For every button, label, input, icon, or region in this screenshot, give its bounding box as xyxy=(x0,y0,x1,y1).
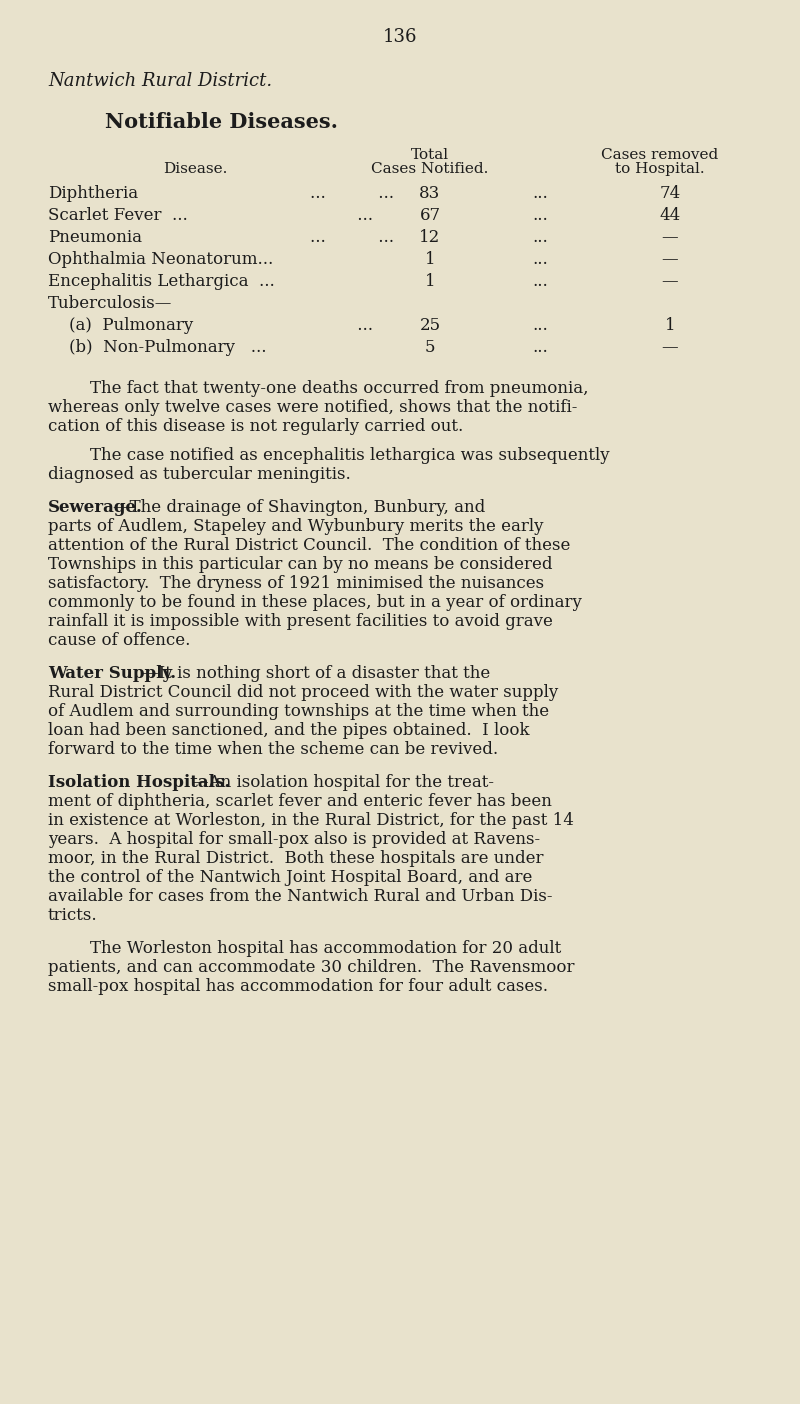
Text: Ophthalmia Neonatorum...: Ophthalmia Neonatorum... xyxy=(48,251,274,268)
Text: Diphtheria: Diphtheria xyxy=(48,185,138,202)
Text: Notifiable Diseases.: Notifiable Diseases. xyxy=(105,112,338,132)
Text: Rural District Council did not proceed with the water supply: Rural District Council did not proceed w… xyxy=(48,684,558,701)
Text: forward to the time when the scheme can be revived.: forward to the time when the scheme can … xyxy=(48,741,498,758)
Text: Isolation Hospitals.: Isolation Hospitals. xyxy=(48,774,230,790)
Text: Encephalitis Lethargica  ...: Encephalitis Lethargica ... xyxy=(48,272,274,291)
Text: of Audlem and surrounding townships at the time when the: of Audlem and surrounding townships at t… xyxy=(48,703,549,720)
Text: —The drainage of Shavington, Bunbury, and: —The drainage of Shavington, Bunbury, an… xyxy=(113,498,485,517)
Text: The case notified as encephalitis lethargica was subsequently: The case notified as encephalitis lethar… xyxy=(48,446,610,463)
Text: —: — xyxy=(662,272,678,291)
Text: tricts.: tricts. xyxy=(48,907,98,924)
Text: ...: ... xyxy=(310,206,373,225)
Text: 5: 5 xyxy=(425,338,435,357)
Text: Scarlet Fever  ...: Scarlet Fever ... xyxy=(48,206,188,225)
Text: in existence at Worleston, in the Rural District, for the past 14: in existence at Worleston, in the Rural … xyxy=(48,812,574,828)
Text: 1: 1 xyxy=(425,251,435,268)
Text: cause of offence.: cause of offence. xyxy=(48,632,190,649)
Text: moor, in the Rural District.  Both these hospitals are under: moor, in the Rural District. Both these … xyxy=(48,849,543,868)
Text: —It is nothing short of a disaster that the: —It is nothing short of a disaster that … xyxy=(142,665,490,682)
Text: Cases Notified.: Cases Notified. xyxy=(371,161,489,176)
Text: The fact that twenty-one deaths occurred from pneumonia,: The fact that twenty-one deaths occurred… xyxy=(48,380,589,397)
Text: ...: ... xyxy=(532,251,548,268)
Text: —: — xyxy=(662,229,678,246)
Text: ...          ...: ... ... xyxy=(310,229,394,246)
Text: —: — xyxy=(662,251,678,268)
Text: 1: 1 xyxy=(665,317,675,334)
Text: The Worleston hospital has accommodation for 20 adult: The Worleston hospital has accommodation… xyxy=(48,941,562,958)
Text: ...          ...: ... ... xyxy=(310,185,394,202)
Text: patients, and can accommodate 30 children.  The Ravensmoor: patients, and can accommodate 30 childre… xyxy=(48,959,574,976)
Text: —An isolation hospital for the treat-: —An isolation hospital for the treat- xyxy=(192,774,494,790)
Text: attention of the Rural District Council.  The condition of these: attention of the Rural District Council.… xyxy=(48,536,570,555)
Text: 74: 74 xyxy=(659,185,681,202)
Text: 12: 12 xyxy=(419,229,441,246)
Text: 67: 67 xyxy=(419,206,441,225)
Text: ...: ... xyxy=(532,317,548,334)
Text: parts of Audlem, Stapeley and Wybunbury merits the early: parts of Audlem, Stapeley and Wybunbury … xyxy=(48,518,543,535)
Text: diagnosed as tubercular meningitis.: diagnosed as tubercular meningitis. xyxy=(48,466,350,483)
Text: whereas only twelve cases were notified, shows that the notifi-: whereas only twelve cases were notified,… xyxy=(48,399,578,416)
Text: commonly to be found in these places, but in a year of ordinary: commonly to be found in these places, bu… xyxy=(48,594,582,611)
Text: Pneumonia: Pneumonia xyxy=(48,229,142,246)
Text: —: — xyxy=(662,338,678,357)
Text: 44: 44 xyxy=(659,206,681,225)
Text: Townships in this particular can by no means be considered: Townships in this particular can by no m… xyxy=(48,556,553,573)
Text: satisfactory.  The dryness of 1921 minimised the nuisances: satisfactory. The dryness of 1921 minimi… xyxy=(48,576,544,592)
Text: cation of this disease is not regularly carried out.: cation of this disease is not regularly … xyxy=(48,418,463,435)
Text: Disease.: Disease. xyxy=(163,161,227,176)
Text: Tuberculosis—: Tuberculosis— xyxy=(48,295,172,312)
Text: 1: 1 xyxy=(425,272,435,291)
Text: years.  A hospital for small-pox also is provided at Ravens-: years. A hospital for small-pox also is … xyxy=(48,831,540,848)
Text: ment of diphtheria, scarlet fever and enteric fever has been: ment of diphtheria, scarlet fever and en… xyxy=(48,793,552,810)
Text: ...: ... xyxy=(532,185,548,202)
Text: small-pox hospital has accommodation for four adult cases.: small-pox hospital has accommodation for… xyxy=(48,979,548,995)
Text: available for cases from the Nantwich Rural and Urban Dis-: available for cases from the Nantwich Ru… xyxy=(48,887,553,906)
Text: Total: Total xyxy=(411,147,449,161)
Text: ...: ... xyxy=(532,272,548,291)
Text: (b)  Non-Pulmonary   ...: (b) Non-Pulmonary ... xyxy=(48,338,266,357)
Text: 25: 25 xyxy=(419,317,441,334)
Text: 83: 83 xyxy=(419,185,441,202)
Text: Water Supply.: Water Supply. xyxy=(48,665,176,682)
Text: Cases removed: Cases removed xyxy=(602,147,718,161)
Text: ...: ... xyxy=(532,206,548,225)
Text: (a)  Pulmonary: (a) Pulmonary xyxy=(48,317,194,334)
Text: ...: ... xyxy=(532,338,548,357)
Text: rainfall it is impossible with present facilities to avoid grave: rainfall it is impossible with present f… xyxy=(48,614,553,630)
Text: the control of the Nantwich Joint Hospital Board, and are: the control of the Nantwich Joint Hospit… xyxy=(48,869,532,886)
Text: ...: ... xyxy=(310,317,373,334)
Text: Nantwich Rural District.: Nantwich Rural District. xyxy=(48,72,272,90)
Text: loan had been sanctioned, and the pipes obtained.  I look: loan had been sanctioned, and the pipes … xyxy=(48,722,530,739)
Text: Sewerage.: Sewerage. xyxy=(48,498,143,517)
Text: to Hospital.: to Hospital. xyxy=(615,161,705,176)
Text: ...: ... xyxy=(532,229,548,246)
Text: 136: 136 xyxy=(382,28,418,46)
